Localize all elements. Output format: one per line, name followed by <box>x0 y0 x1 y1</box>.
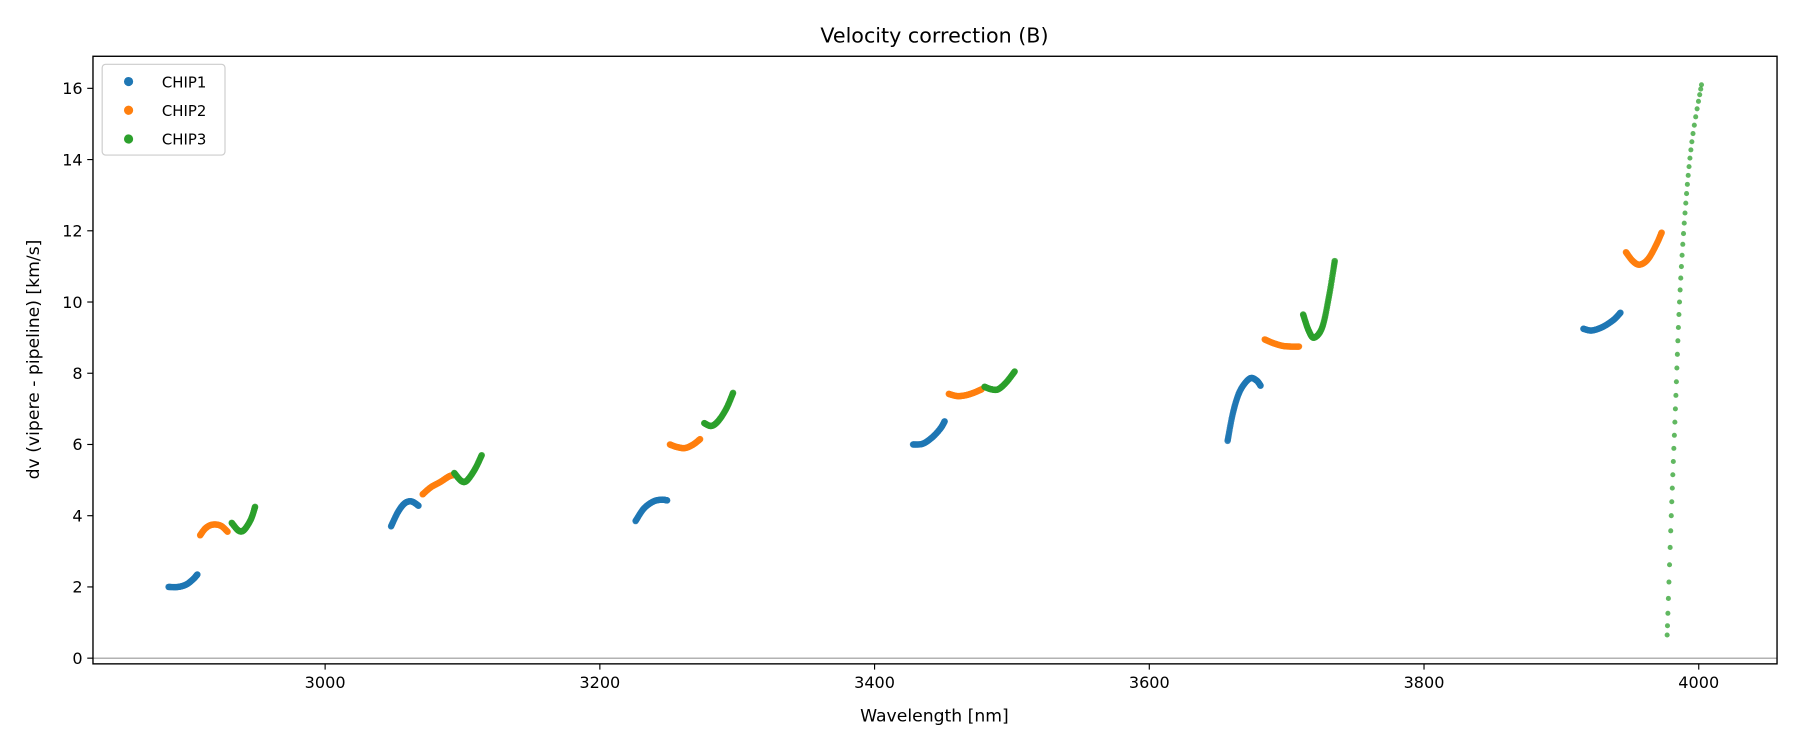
data-point-chip1 <box>1617 309 1624 316</box>
data-point-chip1 <box>941 418 948 425</box>
data-point-chip3 <box>1678 264 1684 270</box>
data-point-chip3 <box>1011 368 1018 375</box>
data-point-chip3 <box>1679 252 1685 258</box>
data-point-chip3 <box>1677 287 1683 293</box>
y-tick-label: 14 <box>62 150 82 169</box>
data-point-chip3 <box>1667 544 1673 550</box>
data-point-chip3 <box>1668 528 1674 534</box>
y-tick-label: 8 <box>72 364 82 383</box>
data-point-chip3 <box>478 451 485 459</box>
y-tick-label: 0 <box>72 649 82 668</box>
data-point-chip1 <box>415 502 422 509</box>
data-point-chip3 <box>729 389 737 397</box>
data-point-chip3 <box>1680 231 1687 237</box>
data-point-chip3 <box>1687 155 1693 161</box>
x-axis-label: Wavelength [nm] <box>860 706 1009 726</box>
data-point-chip3 <box>1697 92 1703 98</box>
data-point-chip3 <box>1691 122 1697 128</box>
y-tick-label: 10 <box>62 293 82 312</box>
data-point-chip3 <box>1674 365 1680 371</box>
data-point-chip3 <box>1698 86 1704 92</box>
legend-marker-chip3 <box>123 134 134 144</box>
data-point-chip3 <box>1664 623 1670 629</box>
data-point-chip3 <box>1686 164 1692 170</box>
data-point-chip1 <box>194 571 201 578</box>
data-point-chip3 <box>1671 445 1677 451</box>
data-point-chip3 <box>1680 241 1686 247</box>
data-point-chip3 <box>1674 351 1680 357</box>
data-point-chip3 <box>1331 257 1338 265</box>
data-point-chip3 <box>1682 210 1688 216</box>
legend-label-chip3: CHIP3 <box>162 131 206 149</box>
series-chip2 <box>196 229 1665 539</box>
y-axis: 0 2 4 6 8 10 12 14 16 <box>62 79 93 668</box>
data-point-chip3 <box>1676 299 1683 305</box>
plot-frame <box>92 55 1778 665</box>
data-point-chip3 <box>1678 275 1684 281</box>
legend-label-chip1: CHIP1 <box>162 73 206 91</box>
x-axis: 3000 3200 3400 3600 3800 4000 <box>305 663 1719 692</box>
data-point-chip3 <box>1675 324 1681 331</box>
x-tick-label: 3600 <box>1129 673 1170 692</box>
data-point-chip3 <box>1670 472 1676 478</box>
data-point-chip3 <box>1685 172 1691 178</box>
y-axis-label: dv (vipere - pipeline) [km/s] <box>24 240 44 480</box>
data-point-chip3 <box>1676 311 1682 318</box>
x-tick-label: 3200 <box>579 673 620 692</box>
legend: CHIP1 CHIP2 CHIP3 <box>101 63 226 156</box>
y-tick-label: 2 <box>72 578 82 597</box>
y-tick-label: 6 <box>72 435 82 454</box>
x-tick-label: 4000 <box>1678 673 1719 692</box>
legend-marker-chip1 <box>123 76 134 87</box>
data-point-chip3 <box>1681 220 1687 226</box>
data-point-chip3 <box>1689 139 1695 145</box>
data-point-chip3 <box>251 503 259 511</box>
data-point-chip3 <box>1669 499 1675 505</box>
data-point-chip3 <box>1688 147 1694 153</box>
data-point-chip3 <box>1693 114 1699 120</box>
x-tick-label: 3000 <box>305 673 346 692</box>
data-point-chip3 <box>1670 458 1676 465</box>
data-point-chip3 <box>1666 579 1672 585</box>
y-tick-label: 16 <box>62 79 82 98</box>
data-point-chip3 <box>1684 191 1690 197</box>
data-point-chip2 <box>1658 229 1665 236</box>
data-point-chip3 <box>1675 338 1681 344</box>
data-point-chip3 <box>1665 610 1671 616</box>
data-point-chip2 <box>696 435 704 443</box>
data-point-chip3 <box>1684 181 1690 187</box>
series-chip3 <box>228 82 1705 638</box>
chart-title: Velocity correction (B) <box>820 23 1048 47</box>
data-point-chip3 <box>1664 632 1670 638</box>
legend-box <box>101 63 226 156</box>
data-point-chip3 <box>1665 595 1671 601</box>
data-point-chip3 <box>1673 392 1679 398</box>
data-point-chip3 <box>1694 106 1700 112</box>
x-tick-label: 3400 <box>854 673 895 692</box>
data-point-chip3 <box>1690 131 1696 137</box>
data-point-chip3 <box>1698 82 1705 88</box>
legend-marker-chip2 <box>123 105 134 115</box>
data-point-chip3 <box>1668 513 1674 519</box>
data-point-chip3 <box>1673 379 1679 385</box>
x-tick-label: 3800 <box>1404 673 1445 692</box>
data-point-chip2 <box>1295 343 1303 350</box>
data-point-chip3 <box>1672 406 1678 412</box>
y-tick-label: 4 <box>72 506 82 525</box>
series-chip1 <box>165 309 1624 591</box>
data-point-chip3 <box>1695 98 1701 104</box>
plot-area <box>92 82 1778 659</box>
data-point-chip3 <box>1672 419 1678 425</box>
legend-label-chip2: CHIP2 <box>162 102 206 120</box>
data-point-chip3 <box>1669 485 1675 491</box>
data-point-chip2 <box>224 528 231 535</box>
data-point-chip3 <box>1683 200 1689 206</box>
data-point-chip1 <box>663 497 671 504</box>
data-point-chip3 <box>1671 432 1677 438</box>
y-tick-label: 12 <box>62 222 82 241</box>
data-point-chip3 <box>1667 562 1673 568</box>
data-point-chip1 <box>1257 382 1264 389</box>
